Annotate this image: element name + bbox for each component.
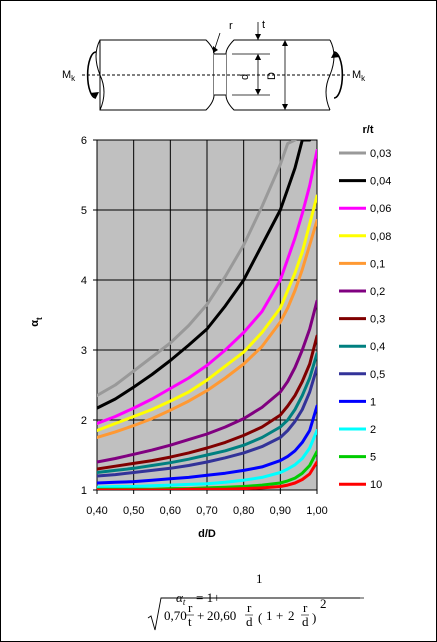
y-tick-label: 3 [81, 345, 87, 357]
moment-left-label: Mk [62, 69, 76, 83]
formula-alpha: αt [176, 590, 186, 607]
legend-label: 0,03 [370, 148, 391, 160]
series-line-0-5 [97, 366, 317, 478]
x-tick-label: 0,40 [86, 505, 107, 517]
legend-label: 10 [370, 479, 382, 491]
x-tick-label: 0,80 [233, 505, 254, 517]
formula-frac1-den: t [188, 614, 192, 629]
series-line-1 [97, 404, 317, 485]
formula-plus2: + [276, 608, 283, 623]
formula-frac3-num: r [303, 600, 308, 615]
formula-exponent: 2 [320, 596, 327, 611]
shaft-diagram: r t d D Mk Mk [62, 19, 366, 111]
alpha-formula: αt = 1+ 1 0,70 r t + 20,60 r d ( 1 + 2 r… [147, 571, 364, 631]
formula-plus1: + [197, 608, 204, 623]
series-group [97, 140, 317, 490]
series-line-0-04 [97, 140, 312, 410]
formula-paren-open: ( [258, 610, 262, 625]
x-tick-label: 0,90 [270, 505, 291, 517]
x-tick-label: 0,70 [196, 505, 217, 517]
legend-label: 0,06 [370, 203, 391, 215]
legend-label: 0,5 [370, 369, 385, 381]
label-D: D [266, 72, 278, 80]
formula-frac2-den: d [246, 614, 253, 629]
formula-numerator: 1 [256, 571, 263, 586]
legend-label: 5 [370, 452, 376, 464]
label-t: t [262, 19, 265, 31]
legend-label: 0,4 [370, 341, 385, 353]
x-axis-label: d/D [198, 528, 216, 540]
legend-label: 0,08 [370, 231, 391, 243]
formula-frac3-den: d [302, 614, 309, 629]
legend-label: 2 [370, 424, 376, 436]
series-line-0-08 [97, 194, 317, 432]
formula-equals: = 1+ [196, 590, 220, 605]
legend-label: 0,04 [370, 176, 391, 188]
series-line-0-2 [97, 299, 317, 464]
formula-term2: 20,60 [207, 608, 236, 623]
moment-right-label: Mk [352, 69, 366, 83]
y-tick-label: 4 [81, 275, 87, 287]
formula-paren-close: ) [312, 610, 316, 625]
formula-sqrt [147, 597, 360, 631]
moment-left-arrow [86, 51, 97, 99]
label-r: r [229, 20, 233, 32]
y-axis-label: αt [29, 317, 44, 327]
y-tick-label: 5 [81, 205, 87, 217]
chart-legend: r/t 0,03 0,04 0,06 0,08 0,1 0,2 0,3 0,4 0,5 1 2 5 10 [339, 124, 391, 491]
y-tick-label: 6 [81, 135, 87, 147]
series-line-0-3 [97, 334, 317, 471]
legend-label: 1 [370, 396, 376, 408]
formula-term1: 0,70 [164, 608, 187, 623]
moment-right-arrow [333, 51, 344, 99]
series-line-2 [97, 429, 317, 489]
x-tick-label: 0,60 [160, 505, 181, 517]
series-line-0-06 [97, 149, 317, 425]
x-tick-label: 1,00 [306, 505, 327, 517]
legend-label: 0,2 [370, 286, 385, 298]
series-line-0-1 [97, 219, 317, 439]
y-tick-label: 2 [81, 415, 87, 427]
series-line-10 [97, 460, 317, 490]
series-line-0-03 [97, 140, 297, 397]
legend-title: r/t [363, 124, 374, 136]
label-d: d [239, 74, 251, 80]
legend-label: 0,3 [370, 314, 385, 326]
series-line-0-4 [97, 352, 317, 474]
formula-one: 1 [266, 608, 273, 623]
x-tick-label: 0,50 [123, 505, 144, 517]
formula-frac2-num: r [247, 600, 252, 615]
legend-label: 0,1 [370, 258, 385, 270]
formula-frac1-num: r [188, 600, 193, 615]
formula-term3: 2 [288, 608, 295, 623]
alpha-chart: 0,40 0,50 0,60 0,70 0,80 0,90 1,00 1 2 3 4 5 6 d/D αt [29, 135, 328, 540]
y-tick-label: 1 [81, 485, 87, 497]
